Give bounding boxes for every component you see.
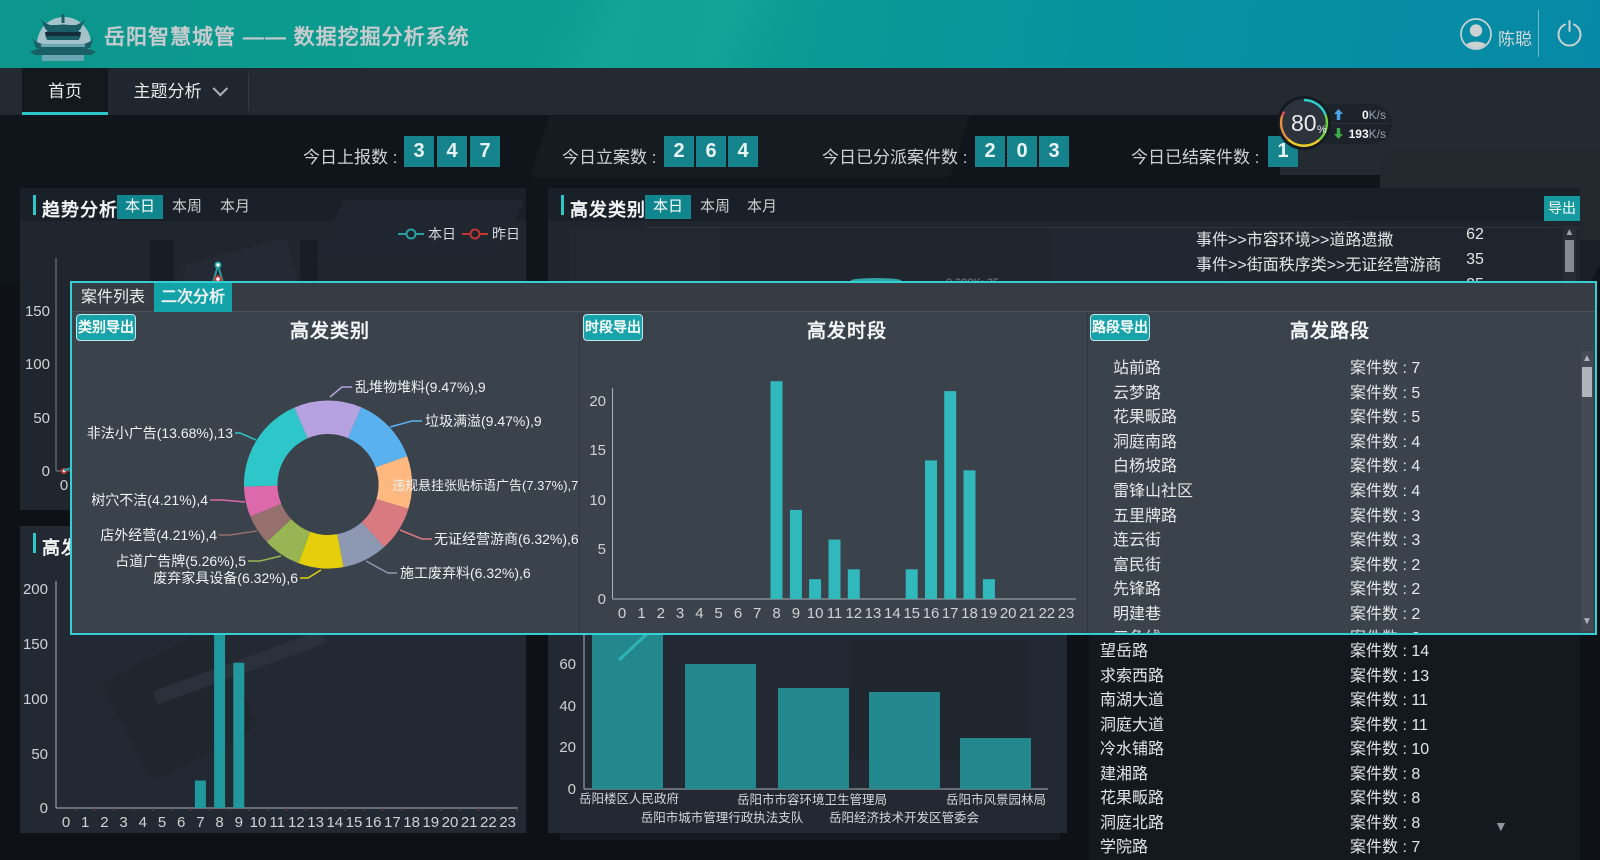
svg-text:施工废弃料(6.32%),6: 施工废弃料(6.32%),6	[400, 565, 531, 581]
svg-text:5: 5	[598, 541, 606, 558]
svg-text:0: 0	[60, 477, 68, 494]
svg-text:树穴不洁(4.21%),4: 树穴不洁(4.21%),4	[91, 492, 208, 508]
svg-text:9: 9	[235, 814, 243, 831]
svg-text:0: 0	[62, 814, 70, 831]
svg-text:3: 3	[676, 605, 684, 622]
svg-text:20: 20	[559, 739, 576, 756]
svg-text:非法小广告(13.68%),13: 非法小广告(13.68%),13	[87, 425, 233, 441]
svg-text:10: 10	[807, 605, 824, 622]
svg-text:15: 15	[346, 814, 363, 831]
svg-text:15: 15	[903, 605, 920, 622]
svg-text:7: 7	[753, 605, 761, 622]
svg-text:3: 3	[119, 814, 127, 831]
svg-text:11: 11	[269, 814, 285, 831]
svg-text:0: 0	[618, 605, 626, 622]
svg-text:14: 14	[326, 814, 343, 831]
svg-text:岳阳市城市管理行政执法支队: 岳阳市城市管理行政执法支队	[641, 810, 804, 825]
svg-text:0: 0	[42, 463, 50, 480]
svg-text:2: 2	[657, 605, 665, 622]
svg-text:4: 4	[695, 605, 703, 622]
svg-text:20: 20	[1000, 605, 1017, 622]
svg-text:40: 40	[559, 698, 576, 715]
svg-text:19: 19	[981, 605, 998, 622]
svg-text:12: 12	[845, 605, 862, 622]
svg-text:17: 17	[384, 814, 401, 831]
svg-text:垃圾满溢(9.47%),9: 垃圾满溢(9.47%),9	[425, 413, 542, 429]
svg-text:11: 11	[827, 605, 843, 622]
svg-text:2: 2	[100, 814, 108, 831]
svg-text:21: 21	[1019, 605, 1036, 622]
svg-text:16: 16	[923, 605, 940, 622]
svg-text:18: 18	[961, 605, 978, 622]
svg-text:无证经营游商(6.32%),6: 无证经营游商(6.32%),6	[434, 531, 579, 547]
svg-text:7: 7	[196, 814, 204, 831]
svg-text:9: 9	[792, 605, 800, 622]
svg-text:21: 21	[461, 814, 478, 831]
svg-text:5: 5	[158, 814, 166, 831]
svg-text:15: 15	[589, 442, 606, 459]
svg-text:占道广告牌(5.26%),5: 占道广告牌(5.26%),5	[115, 553, 246, 569]
svg-text:60: 60	[559, 656, 576, 673]
svg-text:1: 1	[637, 605, 645, 622]
svg-text:8: 8	[215, 814, 223, 831]
svg-text:8: 8	[772, 605, 780, 622]
svg-text:18: 18	[403, 814, 420, 831]
svg-text:23: 23	[499, 814, 516, 831]
svg-text:0: 0	[568, 781, 576, 798]
svg-text:昨日: 昨日	[492, 227, 518, 241]
svg-text:20: 20	[589, 393, 606, 410]
svg-text:100: 100	[23, 691, 48, 708]
svg-text:20: 20	[442, 814, 459, 831]
svg-text:乱堆物堆料(9.47%),9: 乱堆物堆料(9.47%),9	[355, 379, 486, 395]
svg-text:废弃家具设备(6.32%),6: 废弃家具设备(6.32%),6	[153, 570, 298, 586]
svg-text:12: 12	[288, 814, 305, 831]
svg-text:岳阳市市容环境卫生管理局: 岳阳市市容环境卫生管理局	[737, 792, 887, 807]
svg-text:150: 150	[25, 303, 50, 320]
svg-text:150: 150	[23, 636, 48, 653]
svg-text:6: 6	[177, 814, 185, 831]
svg-text:1: 1	[81, 814, 89, 831]
svg-text:10: 10	[589, 492, 606, 509]
svg-text:岳阳经济技术开发区管委会: 岳阳经济技术开发区管委会	[829, 810, 980, 825]
svg-text:5: 5	[714, 605, 722, 622]
svg-text:22: 22	[1038, 605, 1055, 622]
svg-text:岳阳市风景园林局: 岳阳市风景园林局	[946, 792, 1046, 807]
svg-text:4: 4	[139, 814, 147, 831]
svg-text:0: 0	[598, 591, 606, 608]
svg-text:10: 10	[250, 814, 267, 831]
svg-text:17: 17	[942, 605, 959, 622]
svg-text:50: 50	[33, 410, 50, 427]
svg-text:本日: 本日	[428, 227, 456, 241]
svg-text:6: 6	[734, 605, 742, 622]
svg-text:13: 13	[307, 814, 324, 831]
svg-text:%: %	[1317, 124, 1327, 136]
svg-text:50: 50	[31, 746, 48, 763]
svg-text:14: 14	[884, 605, 901, 622]
svg-text:200: 200	[23, 581, 48, 598]
svg-text:13: 13	[865, 605, 882, 622]
svg-text:岳阳楼区人民政府: 岳阳楼区人民政府	[579, 791, 679, 806]
svg-text:违规悬挂张贴标语广告(7.37%),7: 违规悬挂张贴标语广告(7.37%),7	[392, 478, 578, 493]
svg-text:0: 0	[40, 800, 48, 817]
svg-text:22: 22	[480, 814, 497, 831]
svg-text:16: 16	[365, 814, 382, 831]
svg-text:19: 19	[422, 814, 439, 831]
svg-text:80: 80	[1291, 110, 1317, 136]
svg-text:23: 23	[1058, 605, 1075, 622]
svg-text:店外经营(4.21%),4: 店外经营(4.21%),4	[100, 527, 217, 543]
svg-text:100: 100	[25, 356, 50, 373]
